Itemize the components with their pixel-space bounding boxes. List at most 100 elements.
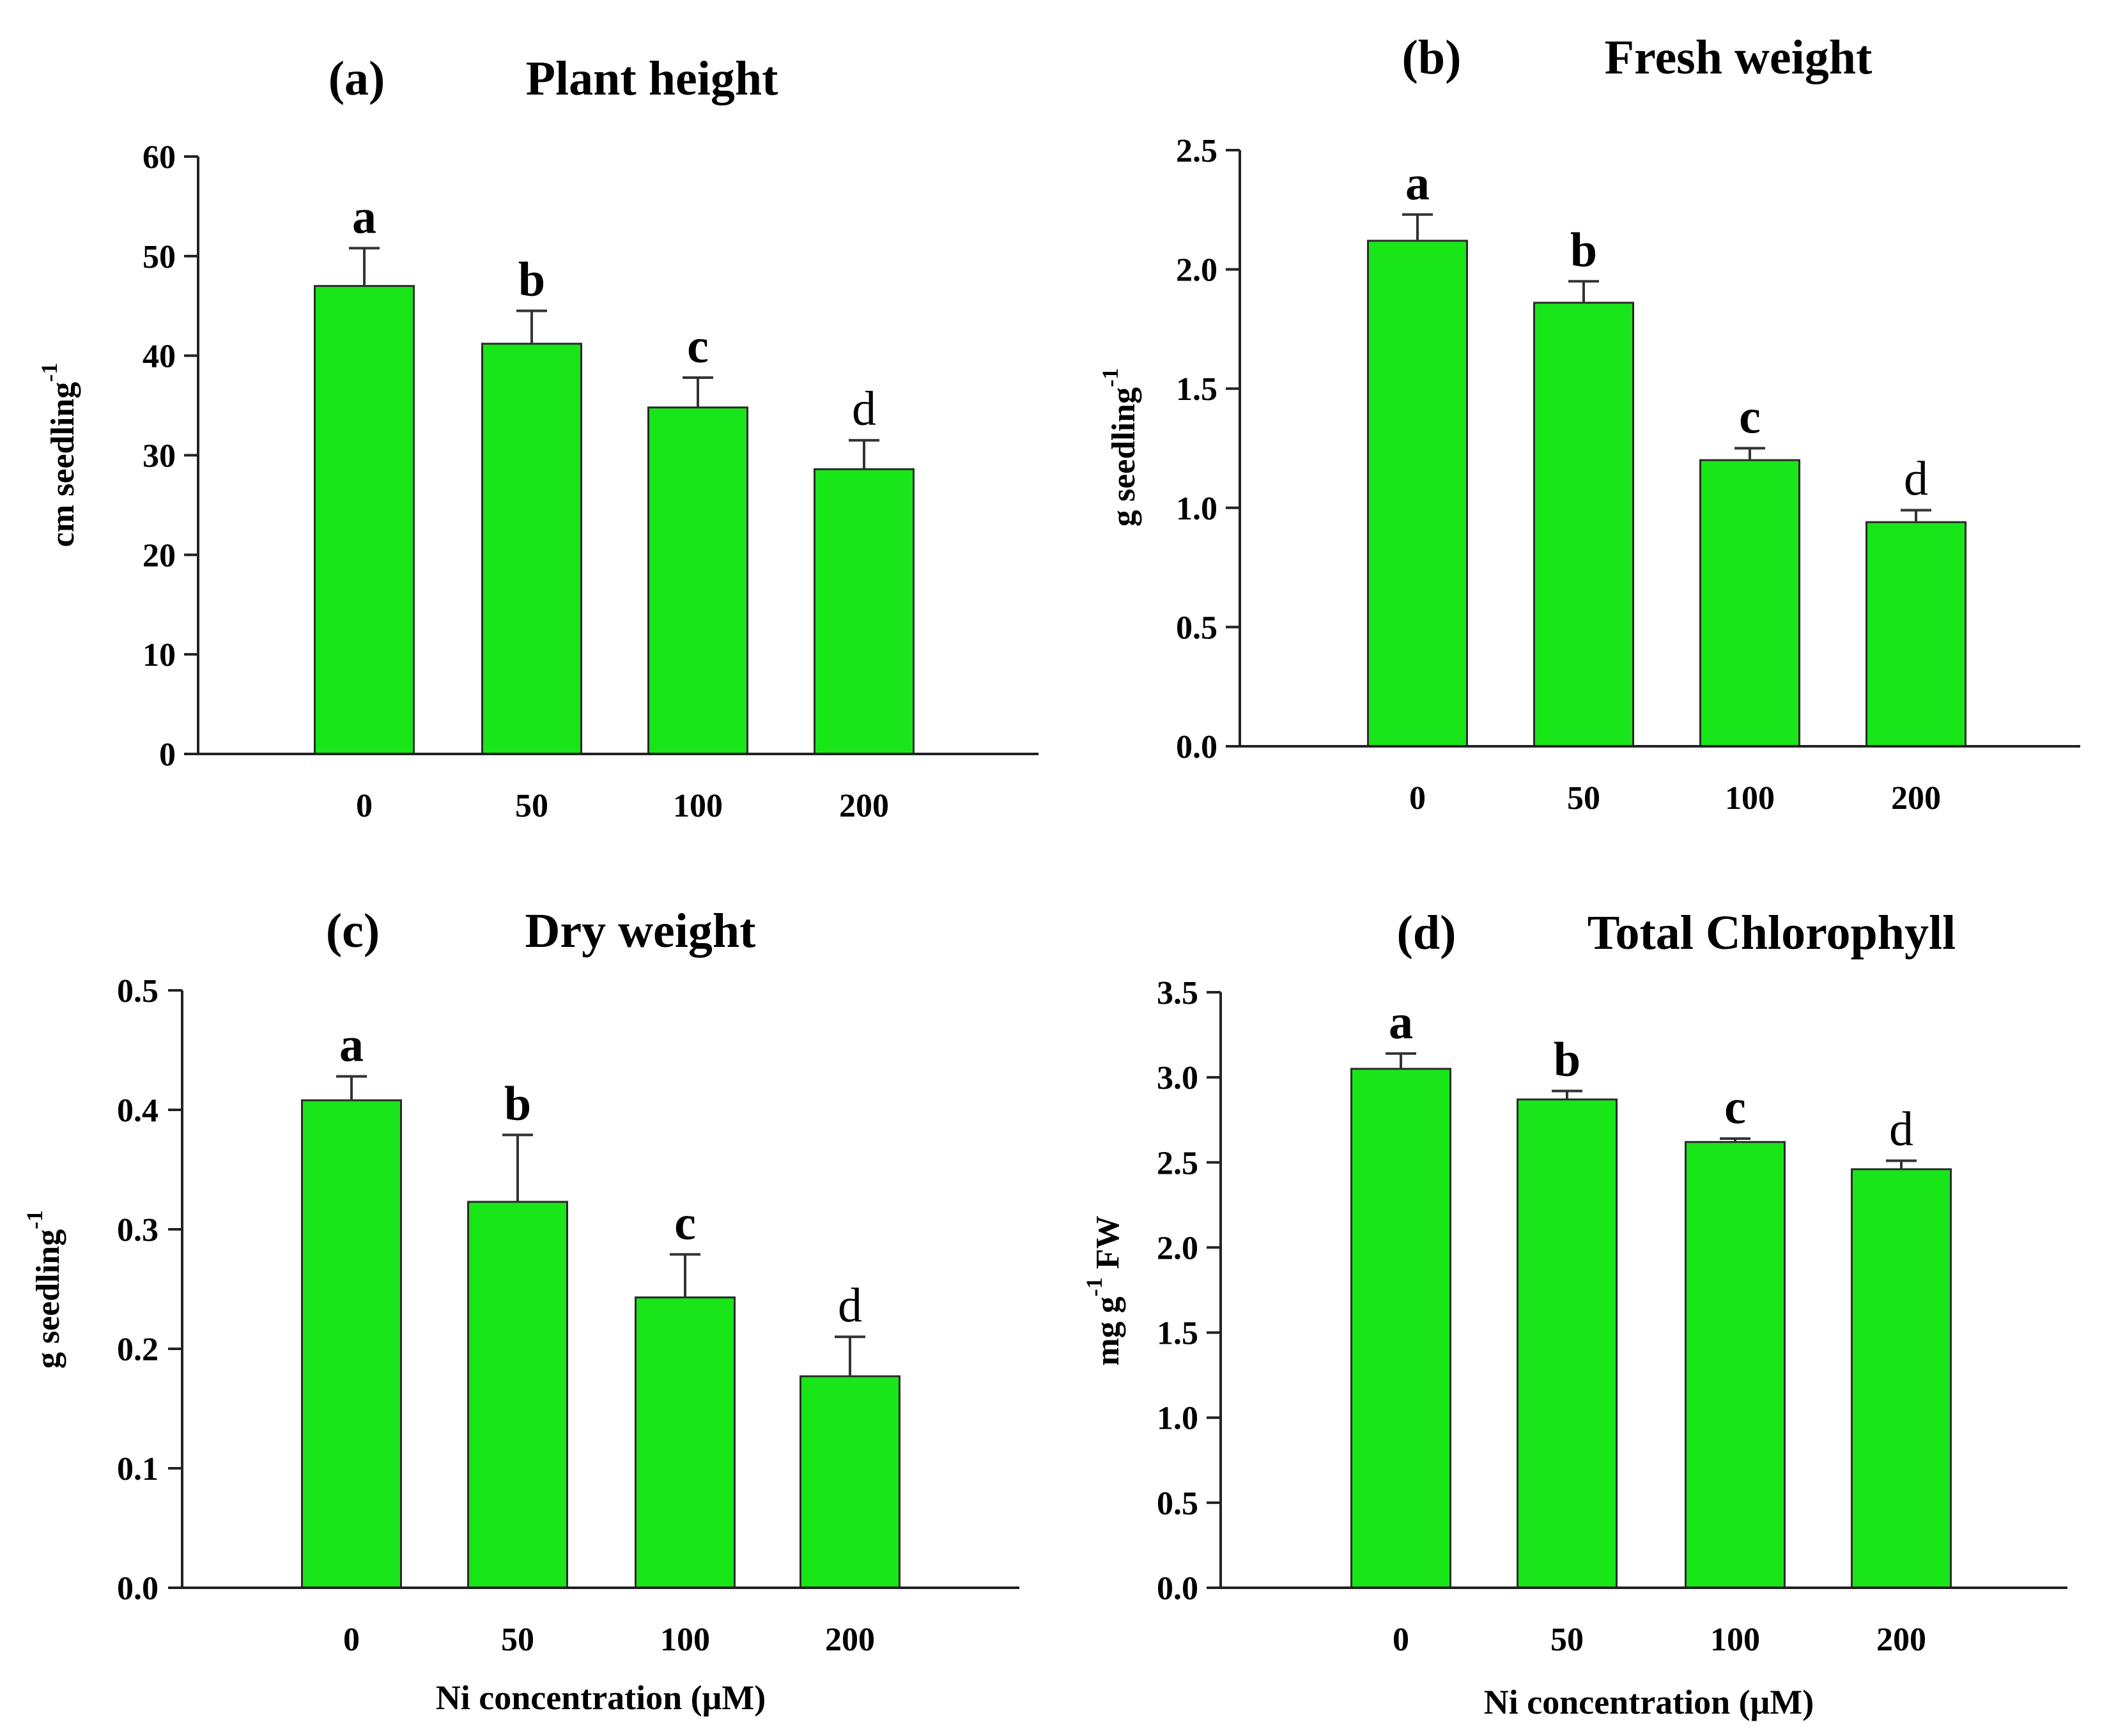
bar-200 [814, 468, 915, 755]
bar-0 [314, 285, 415, 755]
x-tick-label: 200 [1891, 780, 1941, 817]
error-bar-200 [1886, 1159, 1917, 1169]
x-axis-label: Ni concentration (μM) [1484, 1683, 1814, 1721]
significance-label: d [838, 1279, 862, 1332]
bar-50 [1517, 1098, 1618, 1589]
y-axis-label-main: cm seedling [45, 382, 81, 548]
y-axis-label-main: g seedling [1106, 387, 1142, 526]
error-bar-200 [1901, 509, 1931, 523]
y-axis-label-main: g seedling [30, 1229, 66, 1369]
significance-label: a [1405, 157, 1430, 210]
significance-label: d [852, 382, 876, 436]
y-tick-label: 1.0 [1176, 491, 1217, 527]
y-axis-label-superscript: -1 [1081, 1277, 1107, 1296]
panel-d: (d) Total Chlorophyll a 0 b 50 c 100 d 200 0.0 0.5 1… [1081, 906, 2067, 1721]
panel-letter: (c) [326, 904, 380, 958]
y-tick-label: 1.0 [1157, 1401, 1198, 1437]
x-tick-label: 100 [673, 788, 723, 824]
significance-label: c [1724, 1080, 1746, 1134]
x-tick-label: 50 [501, 1622, 534, 1658]
significance-label: b [1554, 1033, 1580, 1086]
significance-label: b [518, 253, 545, 307]
x-axis-label: Ni concentration (μM) [436, 1678, 766, 1717]
significance-label: c [674, 1196, 696, 1250]
y-tick-label: 3.0 [1157, 1060, 1198, 1096]
x-tick-label: 200 [825, 1622, 875, 1658]
y-tick-label: 2.5 [1176, 133, 1217, 169]
x-tick-label: 200 [1876, 1622, 1926, 1658]
y-tick-label: 0.2 [117, 1332, 158, 1368]
bar-200 [800, 1375, 900, 1589]
error-bar-100 [1720, 1137, 1750, 1142]
y-tick-label: 50 [143, 239, 176, 275]
y-tick-label: 2.0 [1157, 1230, 1198, 1266]
significance-label: d [1889, 1103, 1913, 1156]
bar-50 [481, 342, 582, 755]
y-tick-label: 3.5 [1157, 975, 1198, 1011]
significance-label: a [352, 190, 376, 243]
y-tick-label: 0.5 [117, 973, 158, 1010]
x-tick-label: 100 [660, 1622, 710, 1658]
y-tick-label: 0.5 [1176, 610, 1217, 646]
y-axis-label-main: mg g [1090, 1296, 1126, 1365]
error-bar-100 [683, 376, 713, 408]
panel-letter: (b) [1402, 31, 1462, 84]
y-axis-label: cm seedling-1 [36, 363, 81, 548]
y-tick-label: 10 [143, 637, 176, 673]
error-bar-100 [1734, 447, 1765, 461]
bar-0 [1367, 240, 1468, 748]
x-tick-label: 0 [356, 788, 373, 824]
x-tick-label: 50 [1567, 780, 1600, 817]
panel-title: Total Chlorophyll [1588, 906, 1956, 960]
y-tick-label: 0 [159, 737, 176, 773]
error-bar-0 [336, 1075, 367, 1101]
significance-label: d [1904, 452, 1928, 506]
significance-label: c [687, 319, 709, 373]
significance-label: a [339, 1018, 364, 1072]
y-tick-label: 0.0 [1157, 1571, 1198, 1607]
significance-label: b [504, 1077, 531, 1130]
panel-b: (b) Fresh weight a 0 b 50 c 100 d 200 0.0 0.5 1.0 1.5… [1097, 31, 2080, 817]
significance-label: c [1739, 390, 1761, 444]
x-tick-label: 100 [1710, 1622, 1760, 1658]
significance-label: a [1389, 995, 1413, 1049]
bar-0 [1350, 1068, 1451, 1589]
panel-a: (a) Plant height a 0 b 50 c 100 d 200 0 10 20 30 40 50 6… [36, 52, 1039, 824]
y-axis-label: g seedling-1 [22, 1210, 66, 1369]
y-tick-label: 1.5 [1176, 371, 1217, 408]
y-tick-label: 0.1 [117, 1451, 158, 1487]
x-tick-label: 50 [1550, 1622, 1584, 1658]
bar-50 [467, 1201, 568, 1589]
bar-100 [1699, 459, 1800, 748]
error-bar-0 [1386, 1052, 1416, 1069]
error-bar-100 [670, 1253, 700, 1298]
error-bar-50 [502, 1133, 533, 1202]
bar-100 [647, 406, 748, 755]
y-tick-label: 0.4 [117, 1093, 158, 1129]
error-bar-0 [349, 247, 380, 286]
y-axis-label: mg g-1 FW [1081, 1215, 1126, 1365]
panel-letter: (a) [328, 52, 385, 105]
x-tick-label: 100 [1725, 780, 1775, 817]
y-axis-label: g seedling-1 [1097, 368, 1142, 526]
y-axis-label-superscript: -1 [36, 363, 62, 382]
y-tick-label: 2.5 [1157, 1145, 1198, 1181]
y-tick-label: 60 [143, 139, 176, 176]
bar-200 [1866, 521, 1966, 748]
error-bar-50 [1552, 1089, 1582, 1100]
error-bar-0 [1402, 213, 1433, 241]
bar-100 [635, 1296, 736, 1589]
bar-50 [1533, 302, 1634, 748]
x-tick-label: 50 [515, 788, 548, 824]
y-axis-label-superscript: -1 [22, 1210, 47, 1229]
y-tick-label: 30 [143, 438, 176, 475]
panel-title: Dry weight [525, 904, 756, 958]
significance-label: b [1570, 223, 1597, 277]
bar-0 [301, 1099, 402, 1589]
panel-title: Fresh weight [1605, 31, 1873, 84]
x-tick-label: 200 [839, 788, 889, 824]
error-bar-50 [516, 309, 547, 344]
y-tick-label: 0.0 [117, 1571, 158, 1607]
y-axis-label-tail: FW [1090, 1215, 1126, 1277]
